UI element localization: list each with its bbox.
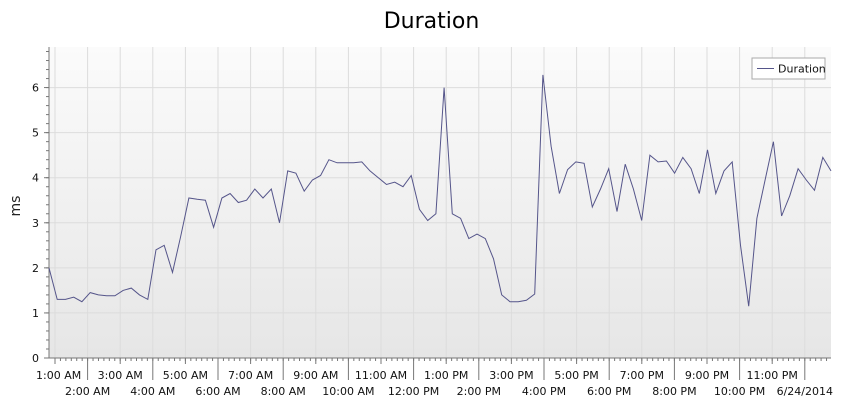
x-tick-label-upper: 5:00 PM xyxy=(554,369,598,382)
x-tick-label-upper: 7:00 PM xyxy=(620,369,664,382)
x-tick-label-upper: 1:00 AM xyxy=(36,369,81,382)
y-tick-label: 5 xyxy=(32,127,39,140)
x-tick-label-upper: 1:00 PM xyxy=(424,369,468,382)
x-tick-label-lower: 6/24/2014 xyxy=(777,385,833,398)
series-line-duration xyxy=(48,74,832,307)
x-tick-label-lower: 6:00 PM xyxy=(587,385,631,398)
y-tick-label: 6 xyxy=(32,82,39,95)
chart-title: Duration xyxy=(384,9,480,34)
x-tick-label-lower: 2:00 PM xyxy=(457,385,501,398)
x-tick-label-upper: 9:00 PM xyxy=(685,369,729,382)
x-tick-label-lower: 12:00 PM xyxy=(388,385,439,398)
x-tick-label-lower: 2:00 AM xyxy=(65,385,110,398)
x-tick-label-upper: 7:00 AM xyxy=(228,369,273,382)
y-axis-label: ms xyxy=(8,196,24,217)
x-tick-label-upper: 3:00 PM xyxy=(489,369,533,382)
x-tick-label-lower: 6:00 AM xyxy=(195,385,240,398)
x-tick-label-upper: 11:00 AM xyxy=(355,369,407,382)
legend-box xyxy=(751,57,826,80)
x-tick-label-upper: 9:00 AM xyxy=(293,369,338,382)
tick-labels: 0 1 2 3 4 5 6 1:00 AM 3:00 AM 5:00 AM 7:00 AM 9:00 … xyxy=(32,82,833,398)
y-tick-label: 2 xyxy=(32,262,39,275)
x-tick-label-lower: 4:00 AM xyxy=(130,385,175,398)
x-tick-label-upper: 3:00 AM xyxy=(98,369,143,382)
legend-label: Duration xyxy=(778,63,826,76)
axes xyxy=(44,47,831,380)
y-tick-label: 4 xyxy=(32,172,39,185)
x-tick-label-lower: 10:00 AM xyxy=(322,385,374,398)
x-tick-label-lower: 4:00 PM xyxy=(522,385,566,398)
y-tick-label: 1 xyxy=(32,307,39,320)
legend: Duration xyxy=(751,57,826,80)
plot-area xyxy=(49,47,831,358)
x-tick-label-lower: 8:00 PM xyxy=(652,385,696,398)
x-tick-label-lower: 10:00 PM xyxy=(714,385,765,398)
y-tick-label: 3 xyxy=(32,217,39,230)
x-tick-label-lower: 8:00 AM xyxy=(261,385,306,398)
x-tick-label-upper: 5:00 AM xyxy=(163,369,208,382)
y-tick-label: 0 xyxy=(32,352,39,365)
x-tick-label-upper: 11:00 PM xyxy=(747,369,798,382)
